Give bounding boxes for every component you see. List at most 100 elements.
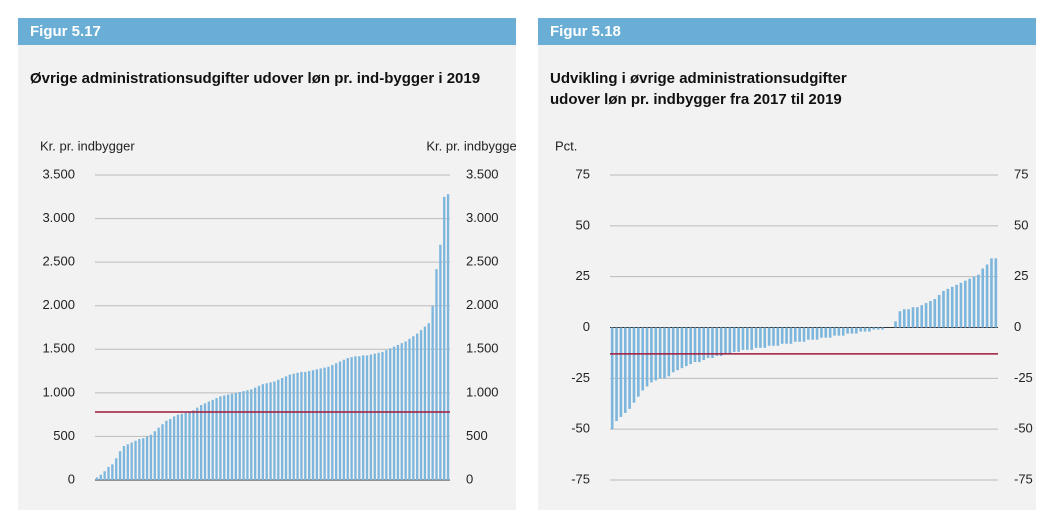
y-tick-label: 75 [576, 166, 590, 181]
bar [676, 327, 679, 371]
bar [619, 327, 623, 417]
bar [161, 424, 164, 480]
bar [408, 338, 411, 480]
bar [737, 327, 740, 352]
bar [894, 321, 897, 328]
bar [859, 327, 862, 332]
bar [977, 274, 980, 328]
bar [628, 327, 631, 409]
y2-tick-label: 3.500 [466, 166, 499, 181]
bar [767, 327, 771, 346]
bar [815, 327, 819, 340]
bar [807, 327, 810, 340]
bar [115, 458, 118, 480]
bar [223, 395, 226, 480]
bar [172, 416, 176, 480]
bar [763, 327, 767, 348]
bar [99, 474, 102, 480]
bar [435, 269, 438, 480]
bar [820, 327, 823, 338]
bar [95, 477, 99, 480]
figure-label: Figur 5.18 [538, 18, 1036, 45]
bar [772, 327, 775, 346]
bar [261, 384, 265, 480]
bar [107, 466, 110, 480]
bar [192, 410, 195, 480]
bar [802, 327, 806, 342]
bar [284, 376, 288, 480]
bar [111, 464, 114, 480]
bar [706, 327, 710, 358]
bar [680, 327, 684, 369]
bar [327, 366, 330, 480]
bar [427, 323, 430, 480]
bar [149, 434, 153, 480]
bar [184, 412, 187, 480]
bar [389, 348, 392, 480]
bar [698, 327, 701, 363]
bar [439, 244, 442, 480]
bar [300, 371, 303, 480]
bar [793, 327, 797, 342]
bar [443, 196, 446, 481]
bar [641, 327, 645, 391]
bar [959, 282, 963, 328]
bar [968, 278, 971, 328]
y-tick-label: 50 [576, 217, 590, 232]
bar [632, 327, 636, 403]
bar [246, 390, 249, 480]
bar [881, 327, 884, 330]
y-tick-label: 0 [583, 319, 590, 334]
bar [902, 309, 906, 328]
y-tick-label: 3.500 [42, 166, 75, 181]
bar [942, 290, 945, 328]
bar [362, 355, 365, 480]
bar [342, 359, 346, 480]
bar [850, 327, 854, 334]
bar [741, 327, 745, 350]
bar [780, 327, 784, 344]
y-tick-label: 1.500 [42, 341, 75, 356]
bar [759, 327, 762, 348]
bar [637, 327, 640, 397]
bar [130, 442, 133, 480]
y2-tick-label: -75 [1014, 471, 1033, 486]
bar [242, 391, 245, 480]
bar [929, 301, 932, 328]
bar [911, 307, 915, 328]
bar [346, 358, 349, 480]
bar [833, 327, 836, 336]
y2-axis-label: Kr. pr. indbygger [426, 138, 516, 153]
bar [207, 401, 210, 480]
bar [933, 299, 937, 328]
y-tick-label: 25 [576, 268, 590, 283]
y2-tick-label: 3.000 [466, 210, 499, 225]
bar [950, 286, 954, 328]
bar [924, 303, 928, 328]
bar [872, 327, 876, 330]
panel: Figur 5.18 Udvikling i øvrige administra… [538, 18, 1036, 510]
y2-tick-label: 50 [1014, 217, 1028, 232]
bar [972, 276, 976, 328]
bar [188, 412, 191, 480]
bar [176, 414, 180, 480]
bar [431, 305, 434, 480]
bar [732, 327, 736, 352]
bar [711, 327, 714, 358]
bar [728, 327, 732, 354]
bar [684, 327, 688, 367]
y-axis-label: Pct. [555, 138, 577, 153]
bar [169, 419, 172, 480]
bar [658, 327, 662, 379]
y-tick-label: 0 [68, 471, 75, 486]
bar [746, 327, 749, 350]
chart: Kr. pr. indbygger Kr. pr. indbygger 0 0 500 5… [40, 138, 516, 486]
bar [724, 327, 727, 354]
bar [824, 327, 828, 338]
bar [610, 327, 614, 430]
bar [211, 399, 214, 480]
bar [358, 356, 361, 480]
bar [230, 393, 234, 480]
y-tick-label: 1.000 [42, 384, 75, 399]
y2-tick-label: 500 [466, 428, 488, 443]
